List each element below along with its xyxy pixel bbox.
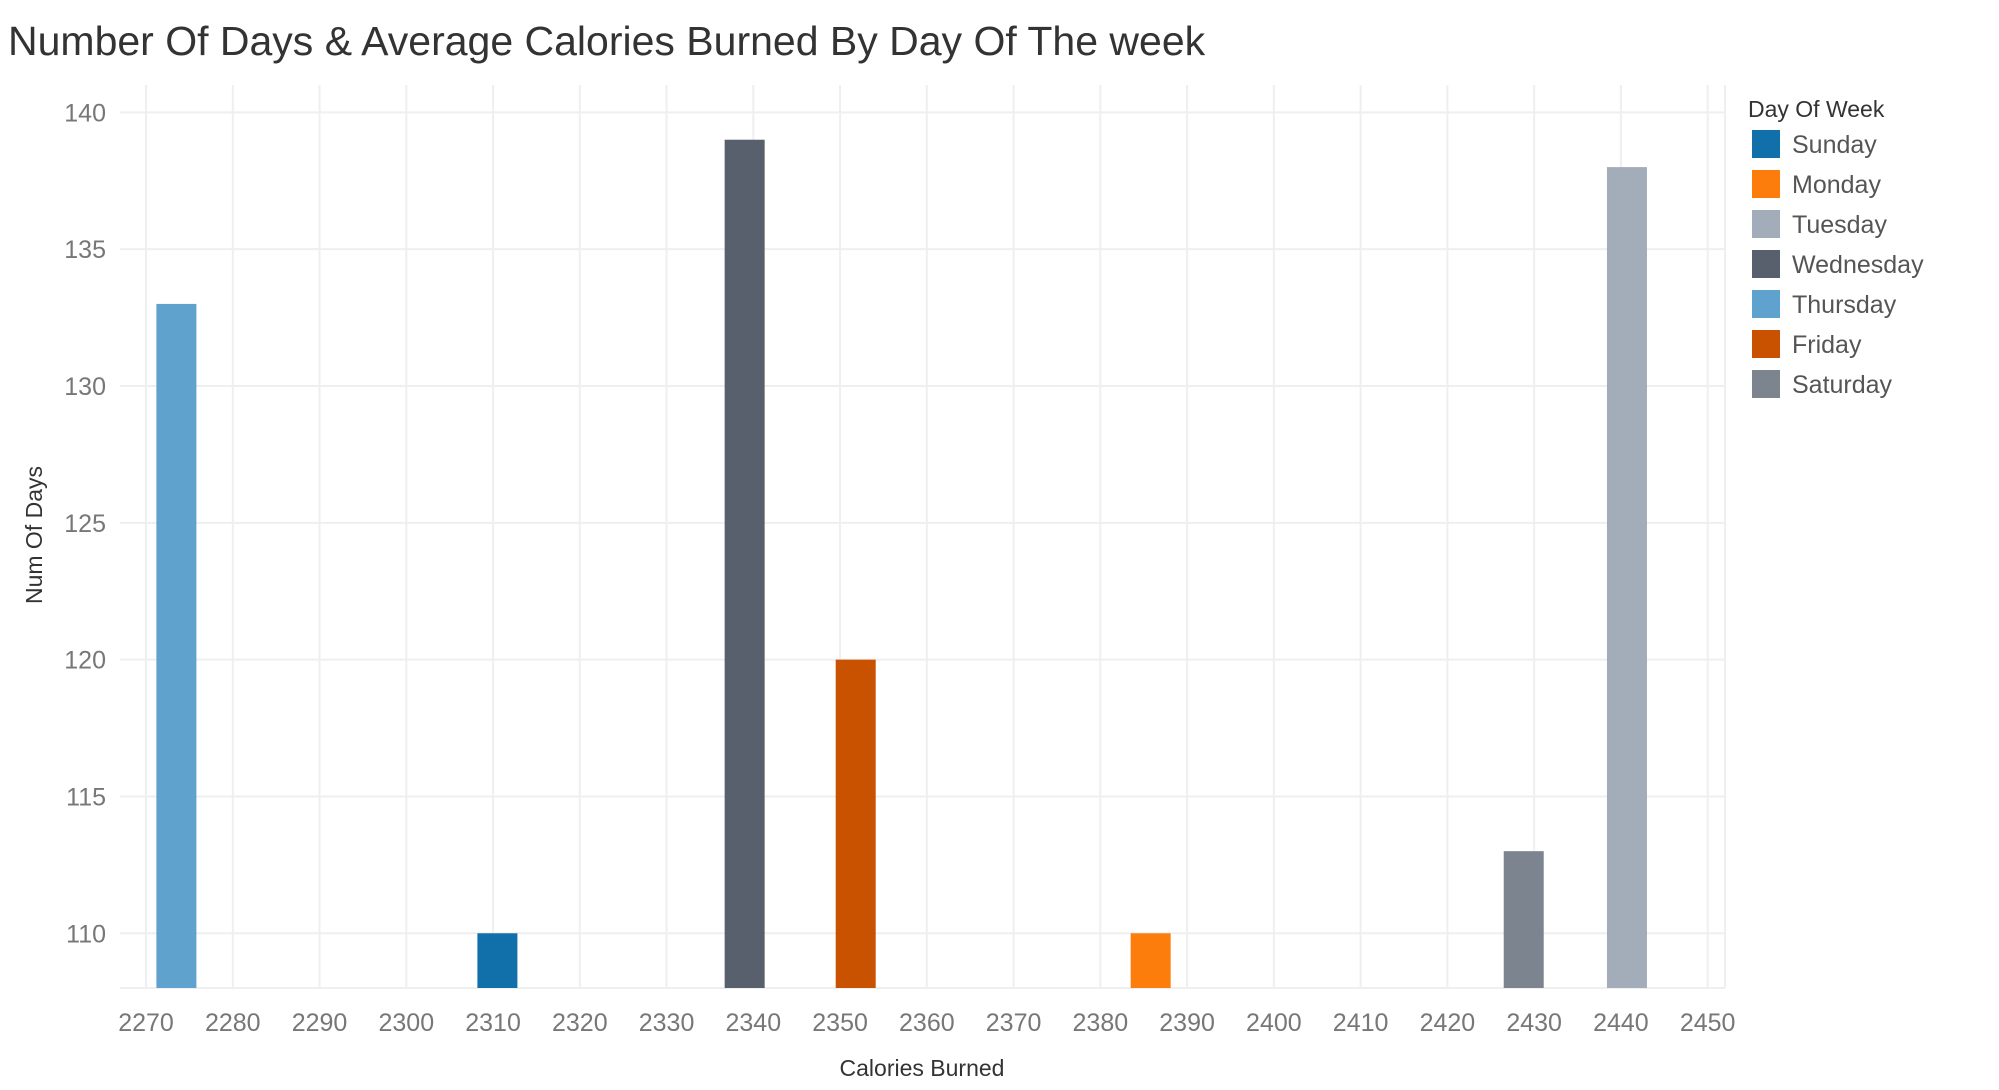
bar-tuesday[interactable] <box>1606 167 1647 988</box>
legend-swatch-thursday <box>1752 290 1780 318</box>
x-tick-label: 2280 <box>205 1009 261 1037</box>
bar-friday[interactable] <box>835 659 876 988</box>
x-tick-label: 2300 <box>378 1009 434 1037</box>
legend-label-saturday: Saturday <box>1792 371 1893 399</box>
x-tick-label: 2310 <box>465 1009 521 1037</box>
x-tick-label: 2420 <box>1420 1009 1476 1037</box>
legend-items: Sunday Monday Tuesday Wednesday Thursday Frid… <box>1752 130 1924 399</box>
legend-label-wednesday: Wednesday <box>1792 251 1924 279</box>
x-tick-label: 2390 <box>1159 1009 1215 1037</box>
y-tick-label: 120 <box>64 647 106 675</box>
x-tick-label: 2270 <box>118 1009 174 1037</box>
y-tick-label: 140 <box>64 99 106 127</box>
bar-monday[interactable] <box>1130 933 1171 988</box>
y-tick-label: 135 <box>64 236 106 264</box>
x-tick-label: 2370 <box>986 1009 1042 1037</box>
legend-label-sunday: Sunday <box>1792 131 1877 159</box>
x-tick-label: 2440 <box>1593 1009 1649 1037</box>
legend-swatch-friday <box>1752 330 1780 358</box>
y-tick-label: 130 <box>64 373 106 401</box>
bar-saturday[interactable] <box>1503 851 1544 988</box>
x-tick-label: 2380 <box>1073 1009 1129 1037</box>
x-tick-label: 2330 <box>639 1009 695 1037</box>
y-tick-label: 115 <box>66 783 106 811</box>
bars <box>156 139 1647 989</box>
x-tick-label: 2290 <box>292 1009 348 1037</box>
x-tick-label: 2360 <box>899 1009 955 1037</box>
x-tick-label: 2450 <box>1680 1009 1736 1037</box>
bar-sunday[interactable] <box>477 933 518 988</box>
x-axis-label: Calories Burned <box>840 1055 1005 1081</box>
x-axis-ticks: 2270 2280 2290 2300 2310 2320 2330 2340 2350 2360… <box>118 1009 1735 1037</box>
legend-label-friday: Friday <box>1792 331 1862 359</box>
legend-swatch-wednesday <box>1752 250 1780 278</box>
legend-swatch-saturday <box>1752 370 1780 398</box>
legend-swatch-tuesday <box>1752 210 1780 238</box>
x-tick-label: 2430 <box>1506 1009 1562 1037</box>
bar-wednesday[interactable] <box>724 139 765 988</box>
legend: Day Of Week Sunday Monday Tuesday Wednesday… <box>1748 96 1924 399</box>
chart-title: Number Of Days & Average Calories Burned… <box>8 18 1206 64</box>
x-tick-label: 2340 <box>726 1009 782 1037</box>
legend-label-monday: Monday <box>1792 171 1881 199</box>
legend-swatch-monday <box>1752 170 1780 198</box>
bar-thursday[interactable] <box>156 303 197 989</box>
y-tick-label: 125 <box>64 510 106 538</box>
y-axis-label: Num Of Days <box>21 466 47 604</box>
x-tick-label: 2350 <box>812 1009 868 1037</box>
grid <box>120 85 1726 989</box>
legend-swatch-sunday <box>1752 130 1780 158</box>
legend-label-tuesday: Tuesday <box>1792 211 1887 239</box>
legend-title: Day Of Week <box>1748 96 1885 122</box>
x-tick-label: 2410 <box>1333 1009 1389 1037</box>
y-axis-ticks: 110 115 120 125 130 135 140 <box>64 99 106 948</box>
x-tick-label: 2400 <box>1246 1009 1302 1037</box>
y-tick-label: 110 <box>66 920 106 948</box>
x-tick-label: 2320 <box>552 1009 608 1037</box>
legend-label-thursday: Thursday <box>1792 291 1897 319</box>
